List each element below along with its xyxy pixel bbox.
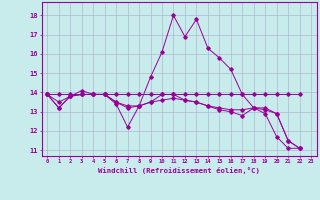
X-axis label: Windchill (Refroidissement éolien,°C): Windchill (Refroidissement éolien,°C): [98, 167, 260, 174]
